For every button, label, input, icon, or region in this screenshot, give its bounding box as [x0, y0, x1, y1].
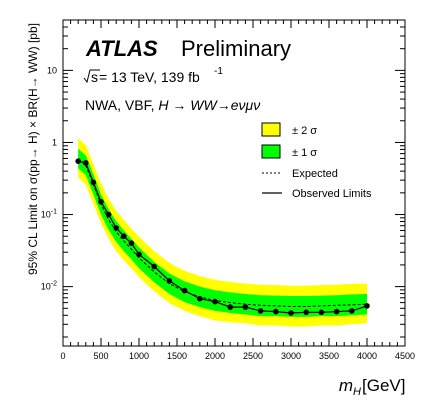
y-tick-exponent: -1	[51, 209, 57, 216]
observed-point	[303, 309, 310, 316]
y-tick-mantissa: 1	[52, 137, 57, 147]
x-axis-var: m	[339, 376, 353, 395]
energy-annotation: s = 13 TeV, 139 fb -1	[83, 66, 223, 85]
preliminary-label: Preliminary	[181, 36, 291, 61]
x-tick-label: 2000	[205, 351, 225, 361]
observed-point	[105, 211, 112, 218]
ticks-layer: 0 500 1000 1500 2000 2500 3000 3500 4000 450010-2…	[41, 19, 415, 361]
sqrt-icon	[83, 69, 100, 84]
y-tick-label: 10-2	[41, 281, 57, 292]
model-prefix: NWA, VBF,	[85, 97, 158, 113]
observed-point	[121, 233, 127, 239]
energy-s: s	[91, 69, 98, 85]
legend: ± 2 σ ± 1 σ Expected Observed Limits	[261, 122, 372, 200]
observed-point	[90, 179, 97, 186]
observed-point	[242, 304, 249, 310]
legend-label-2sigma: ± 2 σ	[292, 125, 317, 137]
y-tick-label: 10-1	[41, 209, 57, 220]
x-tick-label: 500	[93, 351, 108, 361]
observed-point	[318, 309, 325, 316]
observed-point	[113, 225, 119, 231]
model-h: H	[158, 97, 169, 113]
observed-point	[98, 199, 104, 205]
expected-line	[77, 158, 368, 307]
x-tick-label: 1000	[129, 351, 149, 361]
legend-label-1sigma: ± 1 σ	[292, 147, 317, 159]
x-tick-label: 1500	[167, 351, 187, 361]
legend-swatch-1sigma	[261, 144, 281, 159]
y-axis-title: 95% CL Limit on σ(pp→ H) × BR(H→ WW) [pb…	[26, 23, 40, 275]
model-ww: WW	[190, 97, 218, 113]
legend-swatch-2sigma	[261, 122, 281, 137]
observed-point	[75, 158, 81, 164]
x-tick-label: 4500	[395, 351, 415, 361]
bands-layer	[78, 138, 367, 327]
observed-point	[364, 303, 370, 309]
observed-point	[257, 308, 264, 314]
legend-label-observed: Observed Limits	[292, 188, 372, 200]
x-tick-label: 0	[60, 351, 65, 361]
observed-point	[212, 298, 218, 305]
band-1sigma	[78, 148, 367, 317]
y-tick-label: 10	[47, 65, 57, 75]
lumi-exponent: -1	[214, 66, 223, 77]
plot-frame	[62, 19, 406, 347]
model-annotation: NWA, VBF, H → WW→eνμν	[85, 97, 260, 113]
x-tick-label: 3500	[319, 351, 339, 361]
observed-point	[273, 308, 279, 315]
y-tick-mantissa: 10	[47, 65, 57, 75]
model-decay: →eνμν	[217, 97, 260, 113]
observed-point	[349, 308, 355, 314]
x-tick-label: 3000	[281, 351, 301, 361]
x-tick-label: 2500	[243, 351, 263, 361]
x-axis-sub: H	[353, 386, 361, 398]
observed-point	[227, 304, 233, 310]
legend-label-expected: Expected	[292, 168, 338, 180]
observed-point	[136, 251, 142, 258]
y-tick-label: 1	[52, 137, 57, 147]
observed-point	[197, 295, 203, 302]
observed-point	[181, 287, 188, 294]
observed-point	[333, 308, 340, 315]
energy-text: = 13 TeV, 139 fb	[99, 69, 200, 85]
atlas-label: ATLAS	[85, 36, 158, 61]
band-2sigma	[78, 138, 367, 327]
x-axis-title: mH	[339, 376, 361, 398]
model-arrow: →	[169, 97, 191, 113]
observed-point	[166, 278, 173, 284]
y-tick-mantissa: 10	[41, 282, 51, 292]
observed-point	[83, 160, 89, 166]
y-tick-exponent: -2	[51, 281, 57, 288]
observed-point	[128, 240, 135, 246]
x-axis-unit: [GeV]	[362, 376, 405, 395]
observed-point	[151, 263, 157, 270]
y-tick-mantissa: 10	[41, 210, 51, 220]
lines-layer	[75, 158, 370, 316]
x-tick-label: 4000	[357, 351, 377, 361]
observed-point	[288, 310, 294, 316]
